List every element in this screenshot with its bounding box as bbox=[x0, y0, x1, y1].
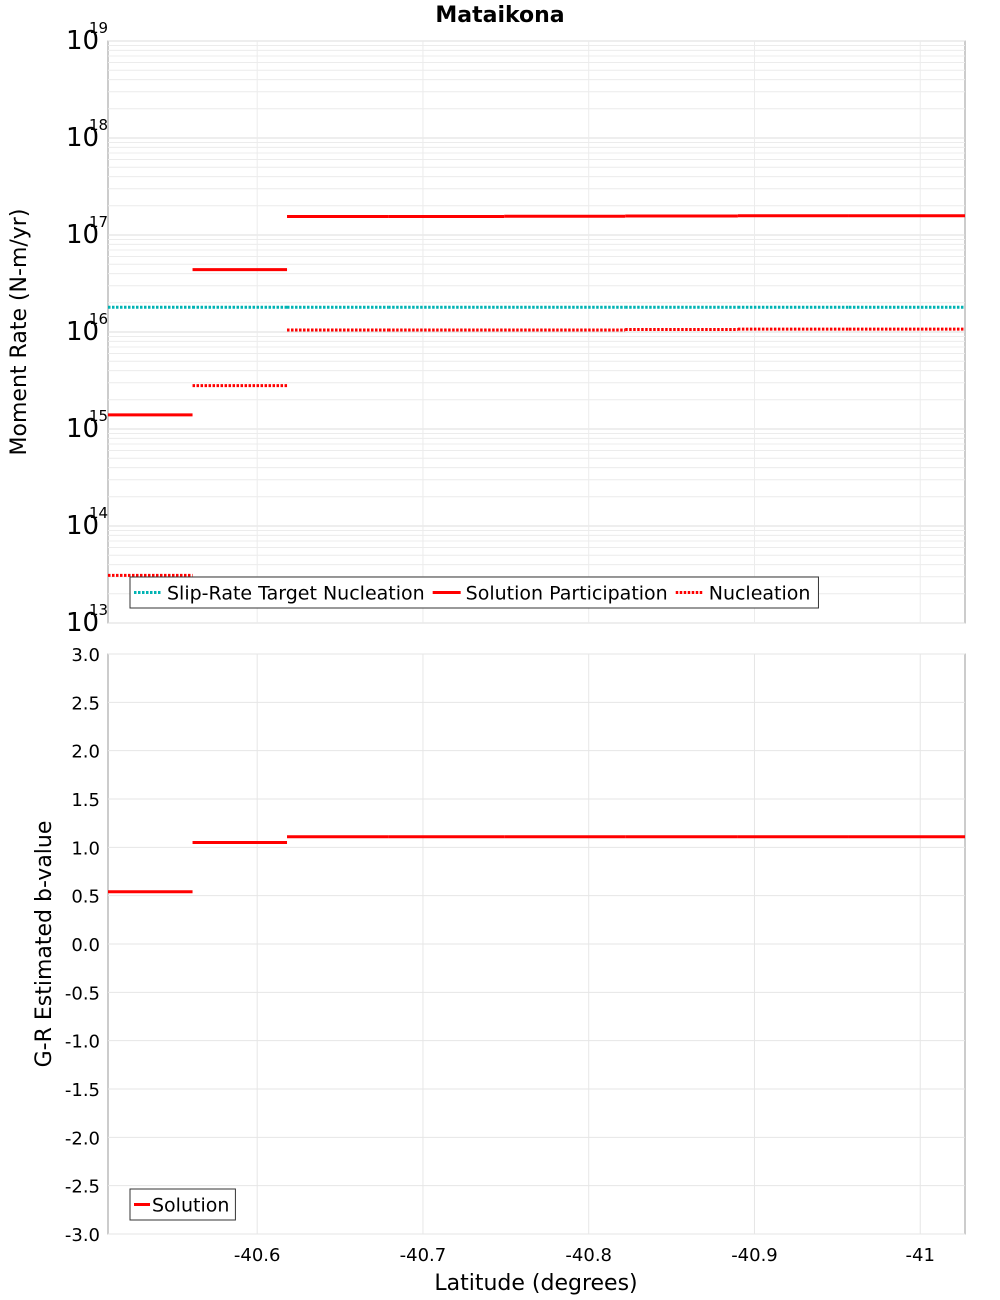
b-value-y-tick-label: 3.0 bbox=[71, 645, 100, 666]
b-value-y-ticks: 3.0 2.5 2.0 1.5 1.0 0.5 0.0 -0.5 -1.0 -1.5 -2.0 -2.… bbox=[65, 645, 100, 1246]
b-value-y-tick-label: 0.0 bbox=[71, 935, 100, 956]
y-tick-label-base: 10 bbox=[66, 414, 99, 444]
b-value-panel: 3.0 2.5 2.0 1.5 1.0 0.5 0.0 -0.5 -1.0 -1.5 -2.0 -2.… bbox=[32, 645, 966, 1296]
b-value-y-tick-label: -0.5 bbox=[65, 983, 100, 1004]
x-tick-label: -40.7 bbox=[400, 1245, 447, 1266]
y-tick-label-exponent: 16 bbox=[89, 310, 108, 328]
legend-label-1: Solution Participation bbox=[466, 583, 668, 605]
b-value-y-tick-label: -1.5 bbox=[65, 1080, 100, 1101]
b-value-y-tick-label: -3.0 bbox=[65, 1225, 100, 1246]
y-tick-label-base: 10 bbox=[66, 123, 99, 153]
y-tick-label-base: 10 bbox=[66, 317, 99, 347]
legend-label-0: Slip-Rate Target Nucleation bbox=[167, 583, 425, 605]
b-value-y-tick-label: -2.0 bbox=[65, 1128, 100, 1149]
x-axis-label: Latitude (degrees) bbox=[434, 1271, 637, 1296]
b-value-series bbox=[108, 835, 965, 894]
x-tick-label: -41 bbox=[906, 1245, 935, 1266]
b-value-y-tick-label: 1.0 bbox=[71, 838, 100, 859]
b-value-y-tick-label: 2.5 bbox=[71, 693, 100, 714]
y-tick-label-exponent: 17 bbox=[89, 213, 108, 231]
b-value-y-axis-label: G-R Estimated b-value bbox=[32, 821, 57, 1068]
y-tick-label-exponent: 14 bbox=[89, 504, 108, 522]
y-tick-label-exponent: 13 bbox=[89, 601, 108, 619]
moment-rate-series bbox=[108, 214, 965, 577]
b-value-y-tick-label: 1.5 bbox=[71, 790, 100, 811]
b-value-x-ticks: -40.6 -40.7 -40.8 -40.9 -41 bbox=[234, 1245, 935, 1266]
x-tick-label: -40.9 bbox=[731, 1245, 778, 1266]
y-tick-label-base: 10 bbox=[66, 511, 99, 541]
y-tick-label-exponent: 15 bbox=[89, 407, 108, 425]
moment-rate-grid bbox=[108, 40, 965, 624]
b-value-y-tick-label: 2.0 bbox=[71, 742, 100, 763]
y-tick-label-base: 10 bbox=[66, 26, 99, 56]
b-value-legend: Solution bbox=[129, 1188, 236, 1221]
chart-title: Mataikona bbox=[435, 3, 564, 28]
legend-box bbox=[129, 576, 819, 609]
y-tick-label-exponent: 19 bbox=[89, 19, 108, 37]
legend-label-solution: Solution bbox=[152, 1195, 229, 1217]
y-tick-label-exponent: 18 bbox=[89, 116, 108, 134]
y-tick-label-base: 10 bbox=[66, 608, 99, 638]
moment-rate-legend: Slip-Rate Target Nucleation Solution Part… bbox=[129, 576, 819, 609]
b-value-y-tick-label: -2.5 bbox=[65, 1177, 100, 1198]
b-value-grid bbox=[108, 653, 965, 1235]
legend-label-2: Nucleation bbox=[709, 583, 811, 605]
x-tick-label: -40.6 bbox=[234, 1245, 281, 1266]
x-tick-label: -40.8 bbox=[565, 1245, 612, 1266]
y-tick-label-base: 10 bbox=[66, 220, 99, 250]
b-value-y-tick-label: -1.0 bbox=[65, 1032, 100, 1053]
moment-rate-y-axis-label: Moment Rate (N-m/yr) bbox=[7, 209, 32, 456]
b-value-y-tick-label: 0.5 bbox=[71, 887, 100, 908]
